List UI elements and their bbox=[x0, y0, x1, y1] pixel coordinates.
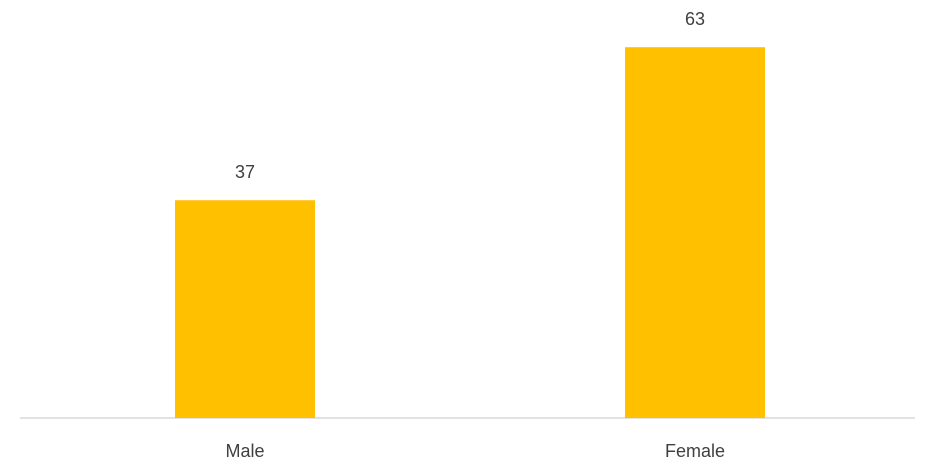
data-label: 63 bbox=[685, 9, 705, 29]
x-tick-label: Male bbox=[225, 441, 264, 461]
bar bbox=[625, 47, 765, 418]
x-tick-label: Female bbox=[665, 441, 725, 461]
bar bbox=[175, 200, 315, 418]
data-label: 37 bbox=[235, 162, 255, 182]
